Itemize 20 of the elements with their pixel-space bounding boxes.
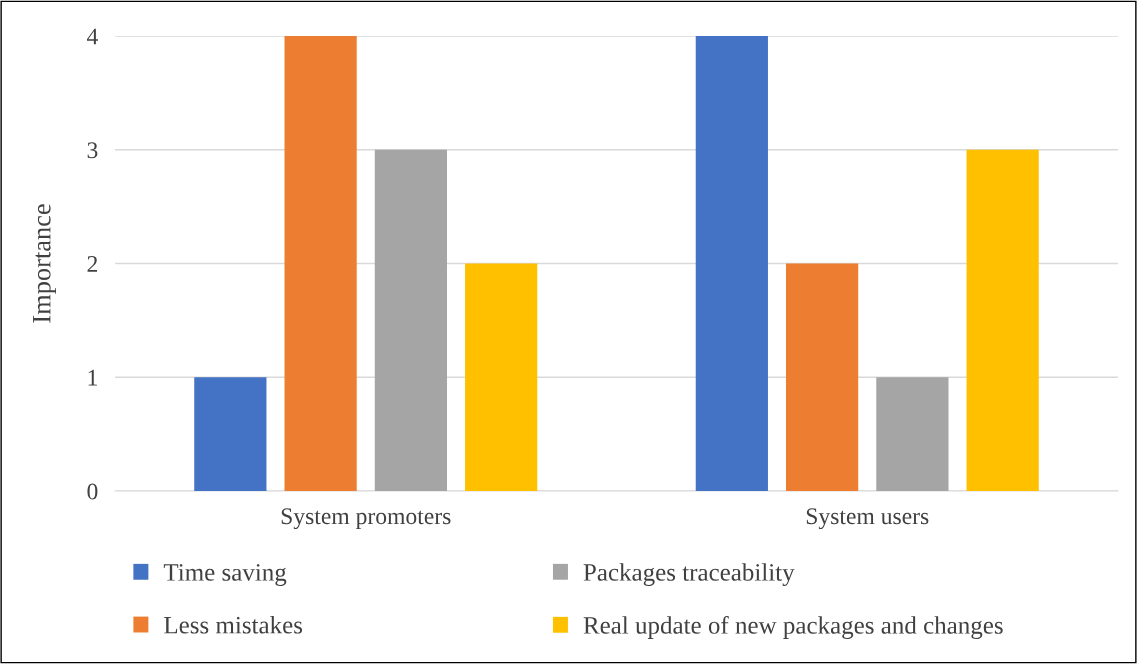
- y-axis-title: Importance: [33, 204, 56, 323]
- x-tick-label: System promoters: [281, 508, 451, 530]
- y-tick-label: 0: [87, 483, 98, 500]
- bar: [786, 263, 859, 491]
- y-tick-label: 3: [87, 142, 98, 159]
- legend-label: Time saving: [163, 564, 287, 586]
- legend-label: Real update of new packages and changes: [583, 616, 1003, 639]
- bar: [695, 36, 768, 491]
- bar: [966, 149, 1039, 491]
- bar: [876, 377, 949, 491]
- y-tick-label: 1: [88, 369, 97, 386]
- bar: [284, 36, 357, 491]
- legend-label: Packages traceability: [583, 563, 795, 586]
- legend-label: Less mistakes: [164, 616, 303, 634]
- y-tick-label: 4: [86, 28, 98, 45]
- bar: [194, 377, 267, 491]
- y-tick-label: 2: [87, 256, 98, 272]
- x-tick-label: System users: [806, 508, 929, 530]
- bar: [374, 149, 447, 491]
- bar: [465, 263, 538, 491]
